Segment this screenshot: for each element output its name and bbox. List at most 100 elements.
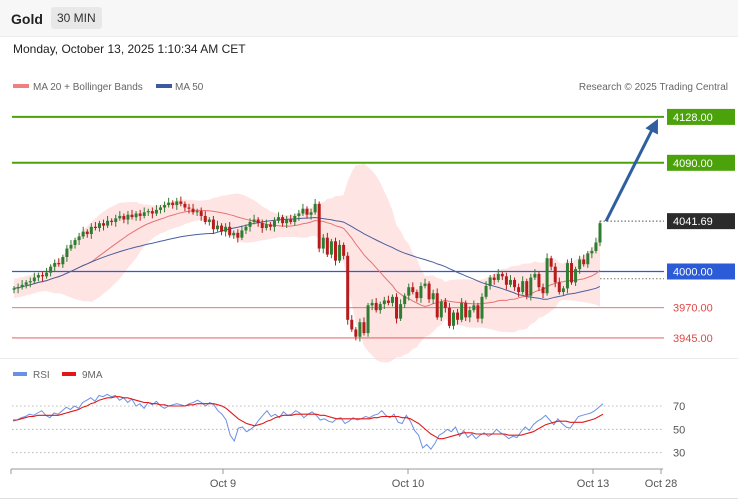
bollinger-band bbox=[14, 163, 600, 363]
candle-body bbox=[110, 220, 114, 222]
timeframe-selector[interactable]: 30 MIN bbox=[51, 7, 102, 29]
candle-body bbox=[354, 329, 358, 337]
candle-body bbox=[366, 305, 370, 334]
candle-body bbox=[456, 312, 460, 320]
rsi-ma-legend-swatch bbox=[62, 372, 76, 376]
candle-body bbox=[285, 219, 289, 224]
candle-body bbox=[370, 302, 374, 306]
target-level-badge bbox=[667, 108, 735, 125]
candle-body bbox=[533, 273, 537, 278]
candle-body bbox=[142, 212, 146, 216]
candle-body bbox=[93, 226, 97, 229]
candle-body bbox=[488, 277, 492, 286]
candle-body bbox=[12, 288, 16, 290]
ma20-legend-swatch bbox=[13, 84, 29, 88]
candle-body bbox=[342, 244, 346, 256]
candle-body bbox=[179, 201, 183, 204]
candle-body bbox=[240, 230, 244, 238]
rsi-tick-label: 30 bbox=[673, 448, 685, 460]
candle-body bbox=[106, 220, 110, 226]
candle-body bbox=[570, 263, 574, 283]
candle-body bbox=[28, 281, 32, 283]
research-credit: Research © 2025 Trading Central bbox=[579, 82, 728, 93]
candle-body bbox=[504, 276, 508, 285]
candle-body bbox=[382, 300, 386, 305]
candle-body bbox=[472, 305, 476, 311]
last-price-badge bbox=[667, 213, 735, 230]
rsi-tick-label: 70 bbox=[673, 401, 685, 413]
last-price-label: 4041.69 bbox=[673, 216, 713, 228]
candle-body bbox=[163, 205, 167, 208]
candle-body bbox=[53, 263, 57, 267]
candle-body bbox=[411, 287, 415, 293]
candle-body bbox=[49, 266, 53, 273]
candle-body bbox=[309, 212, 313, 215]
target-level-badge bbox=[667, 154, 735, 171]
candle-body bbox=[399, 304, 403, 319]
candle-body bbox=[439, 301, 443, 318]
bottom-border bbox=[0, 498, 738, 499]
candle-body bbox=[73, 240, 77, 245]
support-level-label: 3970.00 bbox=[673, 303, 713, 315]
candle-body bbox=[561, 288, 565, 293]
candle-body bbox=[264, 224, 268, 229]
chart-header: Gold 30 MIN bbox=[0, 0, 738, 37]
candle-body bbox=[138, 213, 142, 216]
candle-body bbox=[460, 302, 464, 320]
candle-body bbox=[545, 258, 549, 294]
candle-body bbox=[565, 263, 569, 289]
candle-body bbox=[358, 322, 362, 337]
candle-body bbox=[525, 281, 529, 296]
candle-body bbox=[252, 219, 256, 222]
candle-body bbox=[317, 203, 321, 249]
candle-body bbox=[244, 226, 248, 231]
candle-body bbox=[313, 203, 317, 213]
candle-body bbox=[329, 241, 333, 255]
target-level-label: 4128.00 bbox=[673, 112, 713, 124]
chart-datetime: Monday, October 13, 2025 1:10:34 AM CET bbox=[13, 42, 246, 56]
candle-body bbox=[496, 273, 500, 280]
x-axis-label: Oct 28 bbox=[645, 478, 677, 490]
candle-body bbox=[549, 258, 553, 267]
candle-body bbox=[508, 279, 512, 285]
x-axis-label: Oct 9 bbox=[210, 478, 236, 490]
candle-body bbox=[325, 237, 329, 255]
candle-body bbox=[195, 211, 199, 213]
candle-body bbox=[183, 203, 187, 208]
candle-body bbox=[114, 218, 118, 222]
candle-body bbox=[301, 208, 305, 214]
candle-body bbox=[150, 211, 154, 214]
rsi-tick-label: 50 bbox=[673, 424, 685, 436]
candle-body bbox=[321, 237, 325, 249]
candle-body bbox=[513, 279, 517, 288]
candle-body bbox=[346, 255, 350, 320]
x-axis-label: Oct 13 bbox=[577, 478, 609, 490]
candle-body bbox=[390, 296, 394, 303]
candle-body bbox=[256, 219, 260, 224]
panel-divider bbox=[0, 358, 738, 359]
candle-body bbox=[154, 209, 158, 214]
candle-body bbox=[350, 319, 354, 330]
candle-body bbox=[146, 211, 150, 213]
candle-body bbox=[468, 310, 472, 318]
forecast-arrow-line bbox=[604, 127, 655, 222]
x-axis-label: Oct 10 bbox=[392, 478, 424, 490]
candle-body bbox=[297, 213, 301, 216]
candle-body bbox=[220, 225, 224, 232]
candle-body bbox=[159, 207, 162, 210]
candle-body bbox=[447, 307, 451, 326]
candle-body bbox=[89, 226, 93, 235]
candle-body bbox=[598, 223, 602, 243]
candle-body bbox=[232, 232, 236, 236]
candle-body bbox=[57, 263, 61, 265]
rsi-legend-label: RSI bbox=[33, 370, 50, 381]
candle-body bbox=[582, 259, 586, 265]
candle-body bbox=[541, 287, 545, 294]
candle-body bbox=[435, 293, 439, 318]
candle-body bbox=[423, 283, 427, 286]
candle-body bbox=[260, 223, 264, 229]
candle-body bbox=[431, 293, 435, 300]
candle-body bbox=[20, 284, 24, 288]
candle-body bbox=[248, 221, 252, 227]
candle-body bbox=[374, 302, 378, 311]
